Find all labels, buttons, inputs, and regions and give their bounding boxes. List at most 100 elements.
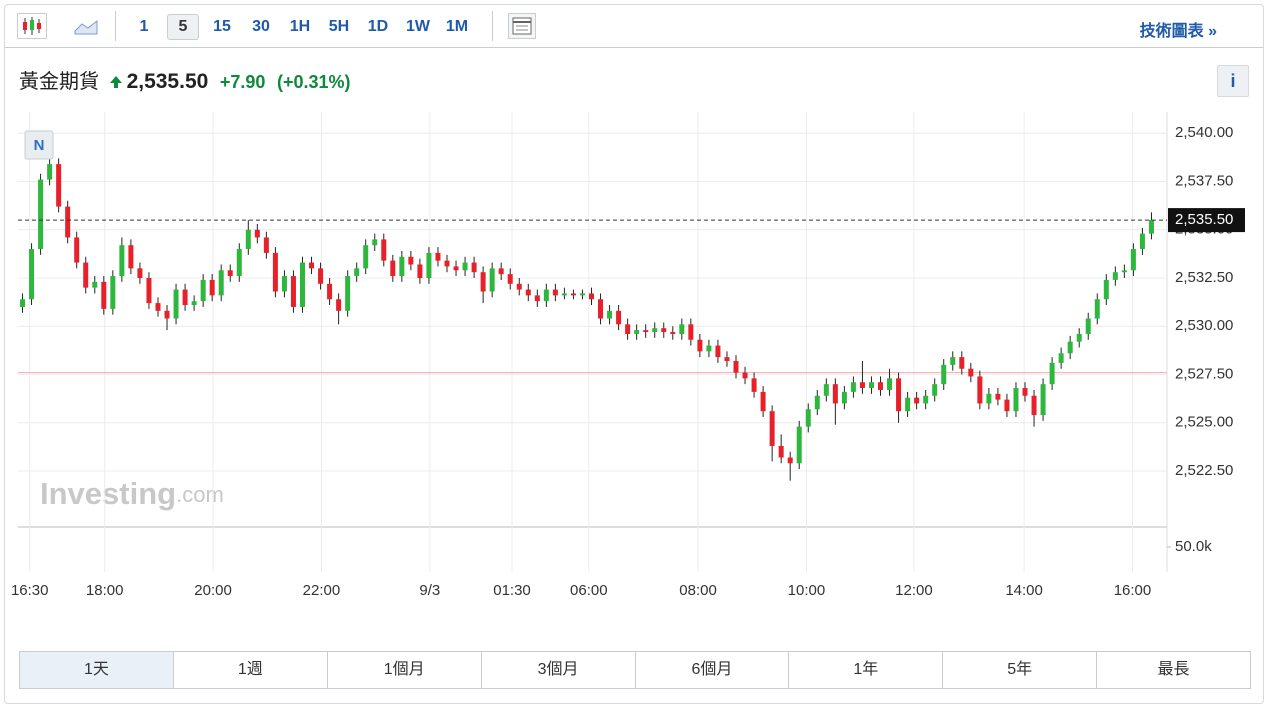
- candle-body: [381, 239, 387, 261]
- candle-body: [74, 237, 80, 263]
- candle-body: [309, 262, 315, 269]
- candle-body: [977, 376, 983, 404]
- candle-body: [787, 457, 793, 464]
- candle-body: [83, 262, 89, 288]
- widget: 1 5 15 30 1H 5H 1D 1W 1M 技術圖表 » 黃金期貨 2,535.50 +7…: [4, 4, 1264, 704]
- interval-button[interactable]: 1W: [406, 18, 430, 35]
- x-tick-label: 18:00: [86, 582, 124, 599]
- technical-chart-link[interactable]: 技術圖表 »: [1139, 23, 1217, 40]
- candle-body: [1148, 220, 1154, 234]
- x-tick-label: 06:00: [570, 582, 608, 599]
- chart: Investing.com 16:30 18:00 20:00 22:00 9/3 01:…: [11, 112, 1245, 599]
- x-tick-label: 20:00: [194, 582, 232, 599]
- interval-button[interactable]: 1: [139, 18, 149, 35]
- candle-body: [543, 289, 549, 302]
- y-tick-label: 2,522.50: [1175, 462, 1233, 479]
- candle-body: [923, 395, 929, 404]
- candle-body: [534, 295, 540, 302]
- candle-body: [887, 378, 893, 390]
- y-tick-label: 2,527.50: [1175, 365, 1233, 382]
- volume-tick-label: 50.0k: [1175, 538, 1212, 555]
- y-tick-label: 2,537.50: [1175, 172, 1233, 189]
- candle-body: [245, 229, 251, 250]
- candle-body: [281, 276, 287, 292]
- candle-body: [399, 256, 405, 277]
- candle-body: [1058, 353, 1064, 363]
- candle-body: [525, 289, 531, 296]
- range-tab[interactable]: 最長: [1157, 661, 1190, 678]
- candle-body: [1094, 299, 1100, 319]
- watermark: Investing.com: [40, 476, 224, 511]
- candle-body: [173, 289, 179, 319]
- range-tab[interactable]: 3個月: [482, 652, 636, 688]
- interval-button[interactable]: 1D: [367, 18, 389, 35]
- candle-body: [859, 382, 865, 389]
- y-tick-label: 2,540.00: [1175, 124, 1233, 141]
- change-pct: (+0.31%): [276, 72, 351, 92]
- quote-header: 黃金期貨 2,535.50 +7.90 (+0.31%): [19, 65, 351, 94]
- candle-body: [65, 206, 71, 238]
- range-tab[interactable]: 1天: [20, 652, 174, 688]
- candle-body: [471, 262, 477, 273]
- candle-body: [498, 268, 504, 275]
- candle-body: [372, 239, 378, 246]
- candle-body: [38, 179, 44, 250]
- candle-body: [733, 361, 739, 373]
- range-tab[interactable]: 6個月: [636, 652, 790, 688]
- candle-body: [137, 268, 143, 278]
- candle-body: [905, 397, 911, 412]
- candle-body: [164, 310, 170, 319]
- range-tab[interactable]: 5年: [943, 652, 1098, 688]
- candle-body: [1067, 341, 1073, 354]
- candle-body: [327, 283, 333, 300]
- range-tab[interactable]: 1週: [174, 652, 328, 688]
- candle-body: [679, 324, 685, 334]
- candle-body: [299, 262, 305, 307]
- interval-button[interactable]: 1H: [289, 18, 311, 35]
- candle-body: [634, 330, 640, 334]
- interval-button[interactable]: 1M: [445, 18, 469, 35]
- candle-body: [146, 278, 152, 304]
- candle-body: [688, 324, 694, 340]
- instrument-name: 黃金期貨: [19, 71, 99, 93]
- candle-body: [715, 345, 721, 358]
- interval-button[interactable]: 5: [167, 14, 199, 40]
- candle-body: [1004, 399, 1010, 412]
- interval-button[interactable]: 5H: [328, 18, 350, 35]
- candle-body: [1121, 270, 1127, 273]
- range-tab[interactable]: 1個月: [328, 652, 482, 688]
- candle-body: [1139, 233, 1145, 250]
- candle-body: [56, 164, 62, 207]
- interval-button[interactable]: 15: [213, 18, 231, 35]
- candle-body: [814, 395, 820, 410]
- table-icon[interactable]: [508, 13, 536, 39]
- candle-body: [625, 324, 631, 334]
- range-tab[interactable]: 1年: [789, 652, 944, 688]
- candle-body: [119, 245, 125, 277]
- candle-body: [20, 299, 26, 307]
- candle-body: [1022, 388, 1028, 396]
- candle-body: [995, 393, 1001, 400]
- candle-body: [561, 293, 567, 296]
- candle-body: [290, 276, 296, 307]
- candle-body: [363, 245, 369, 269]
- candle-body: [182, 289, 188, 306]
- last-price-tag: [1168, 208, 1245, 233]
- interval-button[interactable]: 30: [252, 18, 270, 35]
- candle-body: [941, 364, 947, 385]
- candle-body: [850, 382, 856, 392]
- price: 2,535.50: [126, 70, 209, 93]
- line-icon[interactable]: [73, 17, 101, 37]
- candle-body: [760, 391, 766, 412]
- separator: [492, 11, 493, 41]
- candle-body: [1013, 388, 1019, 412]
- candle-icon[interactable]: [17, 13, 47, 39]
- candle-body: [841, 391, 847, 404]
- candle-body: [598, 299, 604, 319]
- x-tick-label: 16:00: [1114, 582, 1152, 599]
- info-button[interactable]: i: [1217, 65, 1249, 97]
- last-price-label: 2,535.50: [1175, 211, 1233, 228]
- candle-body: [209, 279, 215, 296]
- toolbar: 1 5 15 30 1H 5H 1D 1W 1M 技術圖表 »: [5, 5, 1263, 48]
